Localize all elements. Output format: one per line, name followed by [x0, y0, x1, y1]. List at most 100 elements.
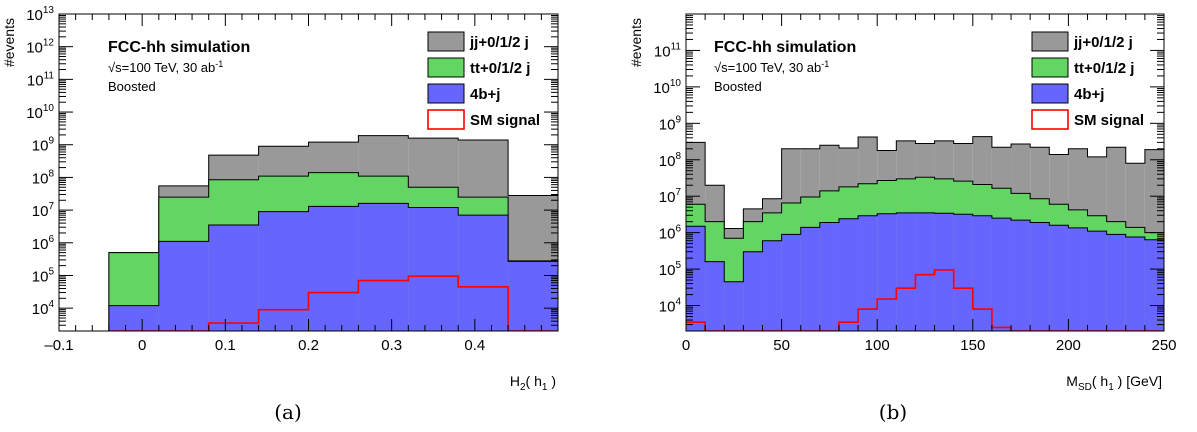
- histogram-bar: [819, 222, 839, 331]
- plot-area: [108, 135, 558, 331]
- legend-swatch: [427, 109, 465, 130]
- legend-label: tt+0/1/2 j: [1074, 60, 1134, 77]
- histogram-bar: [1106, 234, 1126, 331]
- histogram-bar: [686, 226, 706, 331]
- x-axis-title-close: ) [GeV]: [1114, 373, 1162, 389]
- y-tick-exponent: 4: [675, 297, 681, 308]
- y-tick-label: 104: [32, 299, 55, 318]
- y-tick-label: 1010: [653, 78, 681, 97]
- chart-legend: jj+0/1/2 j tt+0/1/2 j 4b+j SM signal: [427, 31, 540, 130]
- y-tick-base: 10: [32, 203, 49, 220]
- histogram-bar: [991, 218, 1012, 331]
- y-tick-exponent: 11: [671, 41, 682, 52]
- x-axis-title-open: (: [526, 373, 535, 389]
- x-axis-title-sub: SD: [1078, 382, 1092, 393]
- legend-label: jj+0/1/2 j: [1073, 34, 1133, 51]
- x-axis-title-arg-sub: 1: [1108, 382, 1114, 393]
- chart-title: FCC-hh simulation: [714, 39, 856, 56]
- histogram-bar: [108, 305, 159, 331]
- histogram-bar: [208, 225, 259, 331]
- chart-legend: jj+0/1/2 j tt+0/1/2 j 4b+j SM signal: [1031, 31, 1144, 130]
- x-tick-label: 0.1: [215, 337, 236, 354]
- histogram-bar: [896, 212, 916, 331]
- y-tick-exponent: 8: [675, 151, 681, 162]
- y-tick-exponent: 7: [48, 201, 54, 212]
- y-tick-exponent: 6: [48, 234, 54, 245]
- y-tick-label: 108: [659, 151, 682, 170]
- legend-label: SM signal: [470, 112, 540, 129]
- y-tick-label: 107: [32, 201, 55, 220]
- x-tick-label: 0.2: [298, 337, 319, 354]
- y-tick-label: 108: [32, 168, 55, 187]
- y-tick-exponent: 9: [675, 114, 681, 125]
- y-tick-base: 10: [653, 80, 670, 97]
- x-axis-title-var: H: [510, 373, 520, 389]
- histogram-bar: [934, 213, 954, 331]
- panel-caption: (b): [879, 400, 907, 424]
- x-tick-label: 150: [960, 337, 985, 354]
- chart-subtitle: √s=100 TeV, 30 ab-1: [108, 59, 223, 75]
- y-tick-exponent: 4: [48, 299, 54, 310]
- histogram-outline: [108, 135, 558, 331]
- histogram-bar: [408, 207, 459, 331]
- y-tick-base: 10: [27, 72, 44, 89]
- y-tick-exponent: 9: [48, 136, 54, 147]
- y-tick-exponent: 11: [44, 70, 55, 81]
- histogram-bar: [724, 281, 744, 331]
- histogram-bar: [972, 215, 992, 331]
- histogram-bar: [877, 213, 897, 331]
- histogram-outline: [108, 172, 558, 331]
- subtitle-lumi-exp: -1: [215, 59, 223, 69]
- histogram-bar: [762, 240, 782, 331]
- subtitle-energy: √s=100 TeV, 30 ab: [714, 60, 821, 75]
- histogram-outline: [686, 176, 1164, 331]
- histogram-bar: [358, 203, 409, 331]
- legend-label: 4b+j: [1074, 86, 1104, 103]
- histogram-bar: [1125, 236, 1145, 331]
- y-tick-base: 10: [26, 7, 43, 24]
- chart-subtitle: √s=100 TeV, 30 ab-1: [714, 59, 829, 75]
- x-tick-label: 0.3: [381, 337, 402, 354]
- legend-swatch: [427, 57, 465, 78]
- histogram-bar: [838, 218, 859, 331]
- histogram-bar: [705, 261, 725, 331]
- histogram-bar: [308, 206, 359, 331]
- y-tick-base: 10: [32, 170, 49, 187]
- y-tick-label: 1013: [26, 5, 54, 24]
- subtitle-lumi-exp: -1: [821, 59, 829, 69]
- legend-label: tt+0/1/2 j: [470, 60, 530, 77]
- y-tick-base: 10: [659, 116, 676, 133]
- chart-title: FCC-hh simulation: [108, 39, 250, 56]
- y-tick-label: 107: [659, 187, 682, 206]
- y-tick-label: 1011: [27, 70, 55, 89]
- x-axis-title-var: M: [1066, 373, 1078, 389]
- legend-swatch: [1031, 57, 1069, 78]
- legend-swatch: [1031, 83, 1069, 104]
- y-tick-exponent: 6: [675, 224, 681, 235]
- histogram-bar: [915, 212, 935, 331]
- panel-caption: (a): [274, 400, 302, 424]
- y-tick-exponent: 13: [43, 5, 55, 16]
- y-tick-label: 106: [659, 224, 682, 243]
- y-tick-base: 10: [659, 226, 676, 243]
- histogram-bar: [458, 215, 509, 331]
- y-tick-exponent: 5: [48, 266, 54, 277]
- x-axis-title-open: (: [1092, 373, 1101, 389]
- y-axis-title: #events: [1, 18, 17, 67]
- y-tick-label: 1011: [654, 41, 682, 60]
- histogram-bar: [158, 241, 209, 331]
- x-axis-title-sub: 2: [520, 382, 526, 393]
- x-tick-label: 0: [682, 337, 690, 354]
- chart-subtitle-selection: Boosted: [108, 79, 156, 94]
- legend-label: jj+0/1/2 j: [469, 34, 529, 51]
- y-tick-label: 105: [659, 260, 682, 279]
- histogram-bar: [1030, 222, 1050, 331]
- x-axis-title-arg-sub: 1: [542, 382, 548, 393]
- series-4b-j: [108, 202, 558, 331]
- histogram-bar: [1144, 239, 1164, 331]
- y-tick-base: 10: [26, 40, 43, 57]
- histogram-bar: [1011, 220, 1031, 331]
- legend-swatch: [1031, 109, 1069, 130]
